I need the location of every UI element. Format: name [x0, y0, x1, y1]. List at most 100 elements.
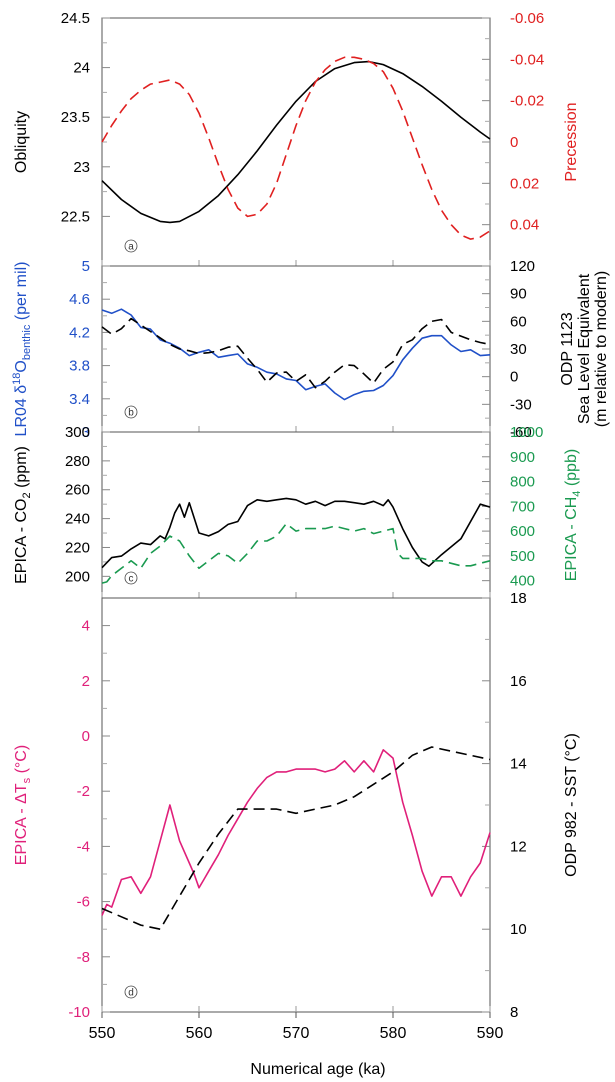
left-tick-label: 280	[65, 453, 90, 470]
right-tick-label: 30	[510, 341, 527, 358]
right-tick-label: 400	[510, 573, 535, 590]
left-tick-label: -8	[77, 949, 90, 966]
left-tick-label: 200	[65, 568, 90, 585]
left-axis-title-part: EPICA - CO	[13, 499, 30, 584]
panel-letter-circle	[124, 405, 138, 419]
left-tick-label: 220	[65, 539, 90, 556]
right-tick-label: 10	[510, 921, 527, 938]
right-tick-label: -0.06	[510, 10, 544, 27]
series-left-line	[101, 308, 491, 401]
left-axis-title-part: 18	[11, 373, 23, 385]
right-tick-label: 60	[510, 313, 527, 330]
left-tick-label: 24	[73, 60, 90, 77]
x-tick-label: 590	[477, 1025, 504, 1042]
left-axis-title-part: O	[13, 360, 30, 372]
series-right-line	[101, 522, 491, 584]
right-axis-title-line: Sea Level Equivalent	[576, 273, 593, 424]
left-tick-label: 260	[65, 482, 90, 499]
left-tick-label: 240	[65, 511, 90, 528]
series-left-line	[101, 60, 491, 224]
right-tick-label: 16	[510, 673, 527, 690]
left-tick-label: 3.8	[69, 358, 90, 375]
x-tick-label: 580	[380, 1025, 407, 1042]
panel-frame	[101, 265, 491, 433]
panel-frame	[101, 17, 491, 267]
left-axis-title: LR04 δ18Obenthic (per mil)	[11, 262, 33, 437]
left-tick-label: -10	[68, 1004, 90, 1021]
right-tick-label: 0	[510, 134, 518, 151]
left-axis-title: EPICA - ΔTs (°C)	[13, 745, 33, 865]
right-tick-label: 12	[510, 838, 527, 855]
left-tick-label: 5	[82, 258, 90, 275]
left-tick-label: 4	[82, 618, 90, 635]
left-tick-label: -4	[77, 838, 90, 855]
right-tick-label: 700	[510, 498, 535, 515]
panel-frame	[101, 431, 491, 599]
series-left-line	[101, 497, 491, 569]
panel-letter-circle	[124, 985, 138, 999]
left-tick-label: 3	[82, 424, 90, 441]
left-tick-label: 4.6	[69, 291, 90, 308]
left-axis-title-part: LR04 δ	[13, 385, 30, 437]
panel-frame	[101, 597, 491, 1013]
series-right-line	[101, 746, 491, 931]
right-tick-label: 0.04	[510, 217, 539, 234]
right-axis-title-line: ODP 1123	[559, 312, 576, 385]
panel-c: 200 220 240 260 280 300 400 500 600 700 800 900 1000…	[13, 424, 583, 599]
x-axis: 550 560 570 580 590	[89, 1012, 504, 1042]
right-axis-title-part: EPICA - CH	[563, 497, 580, 581]
left-tick-label: -6	[77, 894, 90, 911]
left-tick-label: 2	[82, 673, 90, 690]
right-tick-label: -0.02	[510, 93, 544, 110]
left-tick-label: 300	[65, 424, 90, 441]
right-tick-label: 600	[510, 523, 535, 540]
right-tick-label: 0.02	[510, 175, 539, 192]
left-tick-label: 4.2	[69, 324, 90, 341]
left-axis-title-part: (°C)	[13, 745, 30, 778]
left-axis-title: EPICA - CO2 (ppm)	[13, 446, 33, 584]
left-tick-label: 24.5	[61, 10, 90, 27]
left-axis-title: Obliquity	[13, 111, 30, 173]
series-left-line	[101, 748, 491, 916]
right-tick-label: 500	[510, 548, 535, 565]
right-tick-label: 0	[510, 369, 518, 386]
right-axis-title-part: 4	[571, 491, 583, 497]
panel-a: 22.5 23 23.5 24 24.5 -0.06 -0.04 -0.02 0 0.02 0.04…	[13, 10, 580, 267]
left-tick-label: -2	[77, 783, 90, 800]
x-axis-label: Numerical age (ka)	[250, 1061, 385, 1078]
left-axis-title-part: 2	[21, 492, 33, 498]
right-tick-label: 120	[510, 258, 535, 275]
left-axis-title-part: benthic	[21, 324, 33, 360]
panel-d: -10 -8 -6 -4 -2 0 2 4 8 10 12 14 16 18 d EPICA - ΔTs (°…	[13, 590, 580, 1021]
right-tick-label: -30	[510, 396, 532, 413]
series-right-line	[101, 56, 491, 240]
right-tick-label: -0.04	[510, 51, 544, 68]
left-tick-label: 0	[82, 728, 90, 745]
left-tick-label: 23	[73, 159, 90, 176]
left-axis-title-part: (per mil)	[13, 262, 30, 325]
panel-letter: d	[128, 988, 134, 999]
right-axis-title-line: (m relative to modern)	[593, 271, 610, 428]
right-tick-label: 800	[510, 474, 535, 491]
left-tick-label: 23.5	[61, 109, 90, 126]
left-axis-title-part: EPICA - ΔT	[13, 783, 30, 865]
left-axis-title-part: s	[21, 777, 33, 783]
panel-letter: c	[129, 574, 134, 585]
panel-letter-circle	[124, 239, 138, 253]
left-tick-label: 22.5	[61, 208, 90, 225]
right-tick-label: 900	[510, 449, 535, 466]
panel-letter-circle	[124, 571, 138, 585]
right-tick-label: 8	[510, 1004, 518, 1021]
right-axis-title: Precession	[563, 102, 580, 181]
right-axis-title-part: (ppb)	[563, 449, 580, 491]
right-tick-label: 1000	[510, 424, 543, 441]
series-right-line	[101, 317, 491, 389]
x-tick-label: 550	[89, 1025, 116, 1042]
right-tick-label: -60	[510, 424, 532, 441]
x-tick-label: 570	[283, 1025, 310, 1042]
right-tick-label: 14	[510, 756, 527, 773]
right-axis-title: ODP 982 - SST (°C)	[563, 733, 580, 877]
